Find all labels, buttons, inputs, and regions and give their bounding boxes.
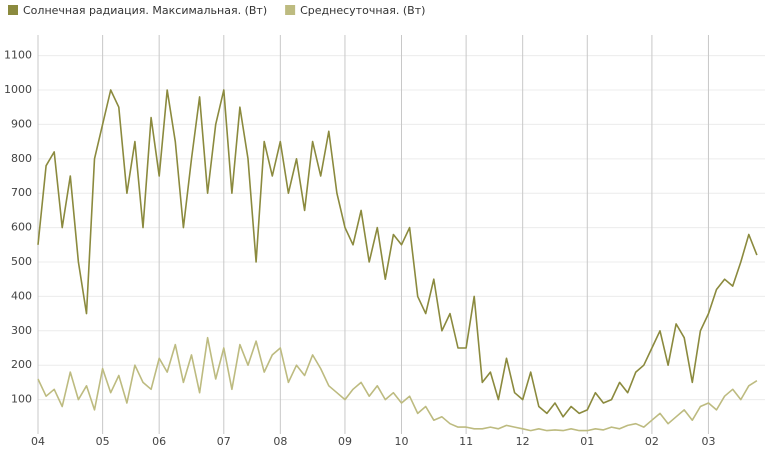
legend-swatch[interactable]: [285, 5, 296, 15]
y-tick-label: 100: [11, 393, 32, 406]
x-tick-label: 09: [338, 435, 352, 448]
x-tick-label: 06: [152, 435, 166, 448]
x-tick-label: 07: [217, 435, 231, 448]
legend-label[interactable]: Среднесуточная. (Вт): [300, 4, 425, 17]
y-tick-label: 800: [11, 152, 32, 165]
y-tick-label: 900: [11, 117, 32, 130]
x-tick-label: 08: [273, 435, 287, 448]
x-tick-label: 02: [645, 435, 659, 448]
x-tick-label: 05: [96, 435, 110, 448]
y-tick-label: 700: [11, 186, 32, 199]
x-tick-label: 11: [459, 435, 473, 448]
x-tick-label: 01: [580, 435, 594, 448]
legend-swatch[interactable]: [8, 5, 18, 15]
series-line: [37, 89, 758, 418]
y-tick-label: 1100: [4, 49, 32, 62]
x-tick-label: 04: [31, 435, 45, 448]
legend: Солнечная радиация. Максимальная. (Вт) Ср…: [8, 4, 425, 17]
legend-label[interactable]: Солнечная радиация. Максимальная. (Вт): [23, 4, 267, 17]
y-tick-label: 1000: [4, 83, 32, 96]
y-tick-label: 500: [11, 255, 32, 268]
y-tick-label: 200: [11, 358, 32, 371]
y-tick-label: 600: [11, 221, 32, 234]
series-line: [37, 336, 758, 432]
x-tick-label: 10: [395, 435, 409, 448]
x-tick-label: 03: [701, 435, 715, 448]
y-tick-label: 300: [11, 324, 32, 337]
x-tick-label: 12: [516, 435, 530, 448]
y-tick-label: 400: [11, 289, 32, 302]
